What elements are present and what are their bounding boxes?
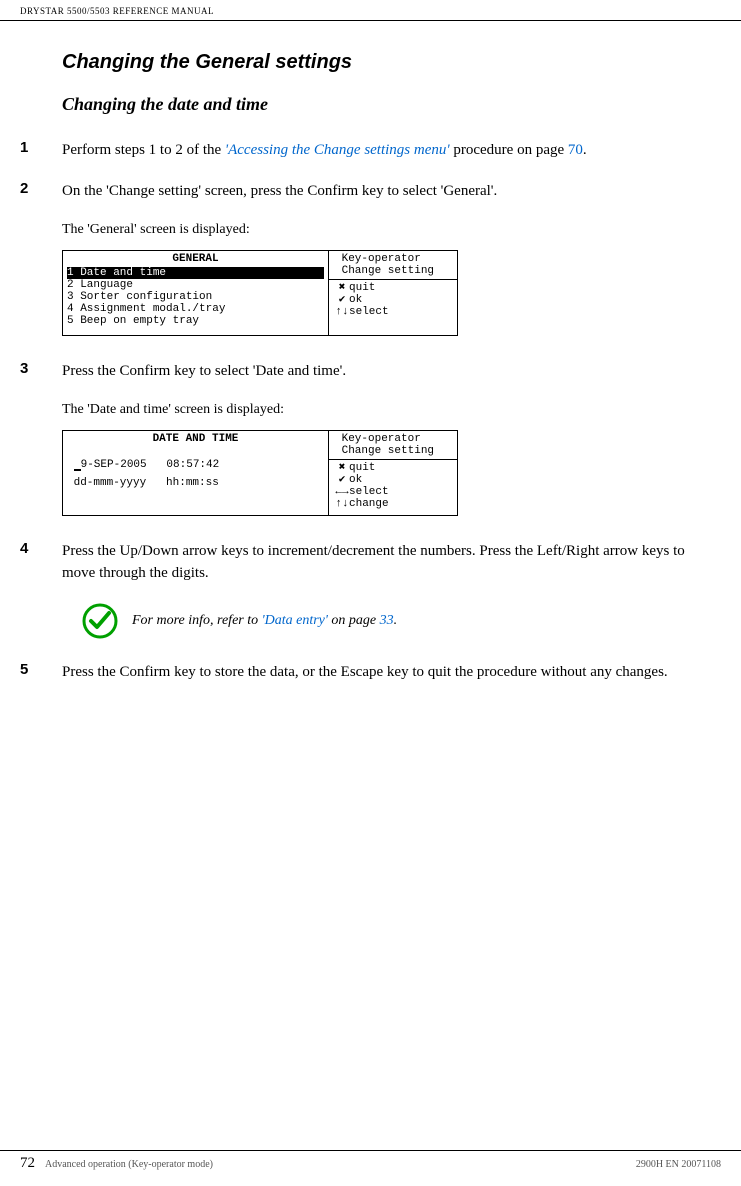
screen-right-panel: Key-operator Change setting ✖quit ✔ok ←→… [329, 431, 457, 515]
right-header-2: Change setting [335, 445, 451, 457]
text: . [394, 613, 398, 628]
screen-right-panel: Key-operator Change setting ✖quit ✔ok ↑↓… [329, 251, 457, 335]
separator [329, 459, 457, 460]
text: procedure on page [450, 142, 568, 158]
step-body: Perform steps 1 to 2 of the 'Accessing t… [62, 139, 587, 162]
step-2-subtext: The 'General' screen is displayed: [62, 220, 721, 240]
option-select: ←→select [335, 486, 451, 498]
footer-right-text: 2900H EN 20071108 [636, 1159, 721, 1170]
option-quit: ✖quit [335, 462, 451, 474]
text: on page [328, 613, 380, 628]
step-number: 3 [20, 360, 62, 383]
section-title: Changing the General settings [62, 51, 721, 74]
text: . [583, 142, 587, 158]
menu-item-4: 4 Assignment modal./tray [67, 303, 324, 315]
checkmark-icon [82, 603, 118, 639]
date-time-screen: DATE AND TIME 9-SEP-2005 08:57:42 dd-mmm… [62, 430, 458, 516]
step-3: 3 Press the Confirm key to select 'Date … [20, 360, 721, 383]
step-body: Press the Confirm key to select 'Date an… [62, 360, 346, 383]
option-ok: ✔ok [335, 294, 451, 306]
page-content: Changing the General settings Changing t… [0, 21, 741, 683]
date-format: dd-mmm-yyyy hh:mm:ss [67, 477, 324, 489]
step-number: 1 [20, 139, 62, 162]
check-icon: ✔ [335, 474, 349, 486]
step-body: Press the Up/Down arrow keys to incremen… [62, 540, 721, 585]
screen-title: DATE AND TIME [67, 433, 324, 445]
footer-left-text: Advanced operation (Key-operator mode) [45, 1159, 636, 1170]
menu-item-1: 1 Date and time [67, 267, 324, 279]
menu-item-5: 5 Beep on empty tray [67, 315, 324, 327]
step-5: 5 Press the Confirm key to store the dat… [20, 661, 721, 684]
option-ok: ✔ok [335, 474, 451, 486]
menu-item-3: 3 Sorter configuration [67, 291, 324, 303]
menu-item-2: 2 Language [67, 279, 324, 291]
x-icon: ✖ [335, 462, 349, 474]
cursor-icon [74, 469, 81, 471]
step-1: 1 Perform steps 1 to 2 of the 'Accessing… [20, 139, 721, 162]
page-header: DRYSTAR 5500/5503 REFERENCE MANUAL [0, 0, 741, 21]
page-number: 72 [20, 1155, 35, 1172]
link-data-entry[interactable]: 'Data entry' [262, 613, 328, 628]
step-number: 5 [20, 661, 62, 684]
text: For more info, refer to [132, 613, 262, 628]
subsection-title: Changing the date and time [62, 94, 721, 115]
link-accessing-menu[interactable]: 'Accessing the Change settings menu' [225, 142, 450, 158]
updown-icon: ↑↓ [335, 498, 349, 510]
step-3-subtext: The 'Date and time' screen is displayed: [62, 400, 721, 420]
general-screen: GENERAL 1 Date and time 2 Language 3 Sor… [62, 250, 458, 336]
leftright-icon: ←→ [335, 486, 349, 498]
doc-title: DRYSTAR 5500/5503 REFERENCE MANUAL [20, 6, 214, 16]
check-icon: ✔ [335, 294, 349, 306]
date-value: 9-SEP-2005 08:57:42 [67, 459, 324, 471]
x-icon: ✖ [335, 282, 349, 294]
link-page-70[interactable]: 70 [568, 142, 583, 158]
step-2: 2 On the 'Change setting' screen, press … [20, 180, 721, 203]
step-body: Press the Confirm key to store the data,… [62, 661, 668, 684]
note-block: For more info, refer to 'Data entry' on … [82, 603, 721, 639]
link-page-33[interactable]: 33 [380, 613, 394, 628]
text: Perform steps 1 to 2 of the [62, 142, 225, 158]
screen-title: GENERAL [67, 253, 324, 265]
option-quit: ✖quit [335, 282, 451, 294]
separator [329, 279, 457, 280]
note-text: For more info, refer to 'Data entry' on … [132, 613, 397, 629]
right-header-1: Key-operator [335, 433, 451, 445]
screen-left-panel: DATE AND TIME 9-SEP-2005 08:57:42 dd-mmm… [63, 431, 329, 515]
screen-left-panel: GENERAL 1 Date and time 2 Language 3 Sor… [63, 251, 329, 335]
option-select: ↑↓select [335, 306, 451, 318]
page-footer: 72 Advanced operation (Key-operator mode… [0, 1150, 741, 1172]
step-number: 4 [20, 540, 62, 585]
step-4: 4 Press the Up/Down arrow keys to increm… [20, 540, 721, 585]
right-header-1: Key-operator [335, 253, 451, 265]
step-number: 2 [20, 180, 62, 203]
option-change: ↑↓change [335, 498, 451, 510]
updown-icon: ↑↓ [335, 306, 349, 318]
right-header-2: Change setting [335, 265, 451, 277]
step-body: On the 'Change setting' screen, press th… [62, 180, 497, 203]
